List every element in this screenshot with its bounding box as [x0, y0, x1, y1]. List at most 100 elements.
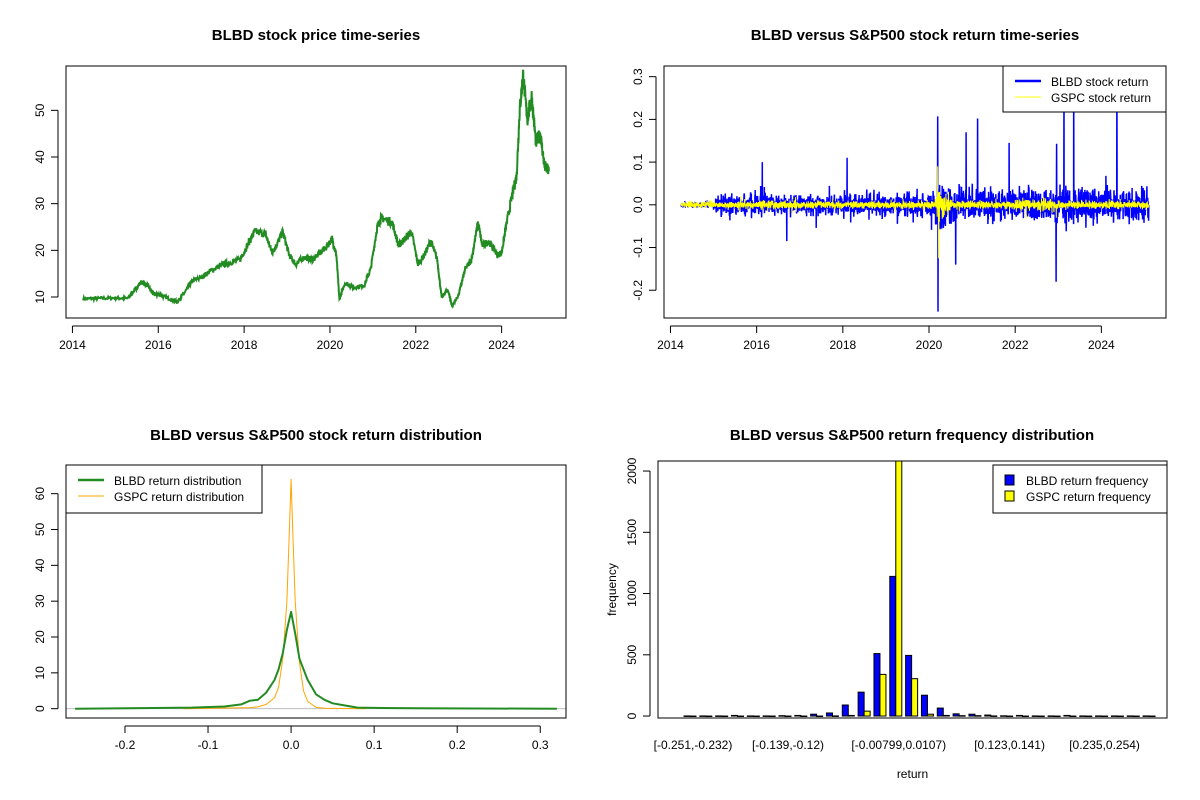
bar-blbd	[1031, 715, 1039, 717]
legend-swatch	[1004, 474, 1015, 486]
x-axis-label: return	[897, 767, 928, 781]
x-tick-label: [0.123,0.141)	[974, 738, 1045, 752]
y-axis-label: frequency	[605, 563, 619, 616]
x-tick-label: 0.1	[366, 738, 383, 752]
legend-label: GSPC return distribution	[114, 490, 244, 504]
bar-blbd	[889, 575, 897, 717]
legend: BLBD stock return GSPC stock return	[1002, 65, 1167, 113]
bar-blbd	[730, 714, 738, 717]
y-tick-label: 40	[33, 150, 47, 164]
legend-box	[65, 464, 263, 514]
y-tick-label: 20	[33, 243, 47, 257]
y-tick-label: 0.1	[631, 153, 645, 170]
y-tick-label: 10	[33, 290, 47, 304]
bar-blbd	[968, 713, 976, 717]
bar-gspc	[958, 715, 966, 717]
legend-label: GSPC stock return	[1051, 91, 1151, 105]
y-tick-label: 50	[33, 523, 47, 537]
series-line-gspc-return	[680, 166, 1150, 259]
bar-blbd	[952, 713, 960, 717]
bar-blbd	[920, 694, 928, 717]
bar-blbd	[1142, 715, 1150, 717]
bar-blbd	[841, 704, 849, 717]
x-tick-label: [-0.00799,0.0107)	[851, 738, 946, 752]
y-tick-label: 30	[33, 197, 47, 211]
plot-frame	[663, 65, 1167, 319]
legend-box	[992, 464, 1168, 514]
x-tick-label: 2022	[1002, 338, 1029, 352]
legend: BLBD return frequency GSPC return frequen…	[992, 464, 1168, 514]
bar-gspc	[847, 714, 855, 717]
bar-blbd	[1079, 715, 1087, 717]
x-tick-label: -0.1	[198, 738, 219, 752]
bar-gspc	[990, 715, 998, 717]
legend-label: BLBD return distribution	[114, 474, 241, 488]
panel-returns: BLBD versus S&P500 stock return time-ser…	[631, 27, 1167, 352]
bar-gspc	[784, 715, 792, 718]
bar-gspc	[1053, 715, 1061, 718]
bar-gspc	[1132, 715, 1140, 718]
y-tick-label: 10	[33, 666, 47, 680]
bar-gspc	[1148, 715, 1156, 718]
bar-gspc	[1069, 715, 1077, 718]
y-tick-label: 60	[33, 487, 47, 501]
series-line-blbd-price	[82, 69, 550, 310]
bar-blbd	[794, 714, 802, 717]
bar-blbd	[1000, 715, 1008, 717]
bar-gspc	[831, 715, 839, 717]
y-tick-label: 0.0	[631, 196, 645, 213]
x-tick-label: 2016	[145, 338, 172, 352]
chart-title: BLBD versus S&P500 stock return distribu…	[150, 427, 482, 444]
bar-blbd	[1110, 715, 1118, 717]
bar-gspc	[926, 713, 934, 717]
bar-gspc	[1116, 715, 1124, 718]
density-line-gspc	[183, 478, 366, 710]
bar-gspc	[974, 715, 982, 717]
x-tick-label: [-0.139,-0.12)	[752, 738, 824, 752]
x-tick-label: 2018	[829, 338, 856, 352]
x-tick-label: 2014	[657, 338, 684, 352]
x-tick-label: 2024	[488, 338, 515, 352]
legend-box	[1002, 65, 1167, 113]
bar-gspc	[689, 715, 697, 718]
bar-gspc	[816, 715, 824, 718]
bar-blbd	[762, 715, 770, 717]
bar-blbd	[1015, 714, 1023, 717]
y-tick-label: 50	[33, 103, 47, 117]
bar-gspc	[1037, 715, 1045, 718]
y-tick-label: 30	[33, 594, 47, 608]
x-tick-label: 0.3	[532, 738, 549, 752]
bar-gspc	[1006, 715, 1014, 718]
bar-blbd	[746, 715, 754, 717]
bar-blbd	[857, 691, 865, 717]
panel-price: BLBD stock price time-series 10 20 30 40 50 20…	[33, 27, 567, 352]
bar-gspc	[895, 461, 903, 717]
bar-blbd	[905, 654, 913, 717]
legend-label: BLBD return frequency	[1026, 474, 1148, 488]
plot-frame	[65, 65, 567, 319]
x-tick-label: 2022	[402, 338, 429, 352]
y-tick-label: 0.3	[631, 68, 645, 85]
x-tick-label: [0.235,0.254)	[1069, 738, 1140, 752]
legend-label: GSPC return frequency	[1026, 490, 1151, 504]
x-tick-label: -0.2	[115, 738, 136, 752]
bar-blbd	[873, 653, 881, 717]
y-tick-label: 2000	[625, 457, 639, 484]
x-tick-label: 2020	[317, 338, 344, 352]
legend-label: BLBD stock return	[1051, 75, 1148, 89]
x-tick-label: [-0.251,-0.232)	[654, 738, 733, 752]
y-tick-label: 1500	[625, 519, 639, 546]
x-tick-label: 2020	[916, 338, 943, 352]
bar-gspc	[1021, 715, 1029, 718]
bar-gspc	[863, 710, 871, 717]
bar-blbd	[715, 715, 723, 717]
bar-gspc	[721, 715, 729, 718]
bar-gspc	[705, 715, 713, 718]
bar-blbd	[810, 713, 818, 717]
y-tick-label: 1000	[625, 580, 639, 607]
bar-gspc	[752, 715, 760, 718]
bar-blbd	[1095, 715, 1103, 717]
x-tick-label: 2018	[231, 338, 258, 352]
y-tick-label: 0	[33, 705, 47, 712]
y-tick-label: 500	[625, 644, 639, 664]
